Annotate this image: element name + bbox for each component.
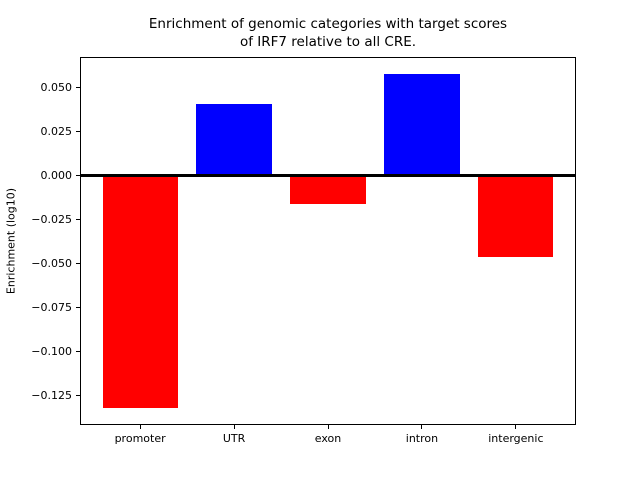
x-tick-label-exon: exon bbox=[314, 432, 342, 445]
chart-title-line1: Enrichment of genomic categories with ta… bbox=[148, 16, 508, 32]
x-tick-mark bbox=[233, 425, 235, 429]
y-tick-mark bbox=[76, 87, 80, 89]
x-tick-label-promoter: promoter bbox=[114, 432, 166, 445]
y-tick-mark bbox=[76, 175, 80, 177]
x-tick-mark bbox=[515, 425, 517, 429]
bar-intron bbox=[384, 73, 460, 176]
chart-title: Enrichment of genomic categories with ta… bbox=[80, 15, 576, 51]
y-tick-mark bbox=[76, 351, 80, 353]
x-tick-label-UTR: UTR bbox=[222, 432, 246, 445]
x-tick-mark bbox=[327, 425, 329, 429]
zero-line bbox=[80, 174, 576, 178]
bar-promoter bbox=[102, 175, 178, 409]
bar-exon bbox=[290, 175, 366, 205]
y-tick-mark bbox=[76, 219, 80, 221]
x-tick-mark bbox=[421, 425, 423, 429]
bar-UTR bbox=[196, 103, 272, 176]
y-tick-mark bbox=[76, 131, 80, 133]
y-tick-label: 0.025 bbox=[40, 124, 73, 138]
y-tick-label: 0.050 bbox=[40, 80, 73, 94]
y-axis-label: Enrichment (log10) bbox=[4, 187, 18, 295]
x-tick-mark bbox=[139, 425, 141, 429]
y-tick-mark bbox=[76, 307, 80, 309]
bar-intergenic bbox=[478, 175, 554, 257]
y-tick-label: −0.025 bbox=[31, 212, 72, 226]
y-tick-mark bbox=[76, 395, 80, 397]
y-tick-label: −0.125 bbox=[31, 388, 72, 402]
x-tick-label-intron: intron bbox=[405, 432, 439, 445]
y-tick-mark bbox=[76, 263, 80, 265]
chart-title-line2: of IRF7 relative to all CRE. bbox=[239, 34, 417, 50]
y-tick-label: 0.000 bbox=[40, 168, 73, 182]
y-tick-label: −0.075 bbox=[31, 300, 72, 314]
y-tick-label: −0.050 bbox=[31, 256, 72, 270]
y-tick-label: −0.100 bbox=[31, 344, 72, 358]
x-tick-label-intergenic: intergenic bbox=[488, 432, 544, 445]
